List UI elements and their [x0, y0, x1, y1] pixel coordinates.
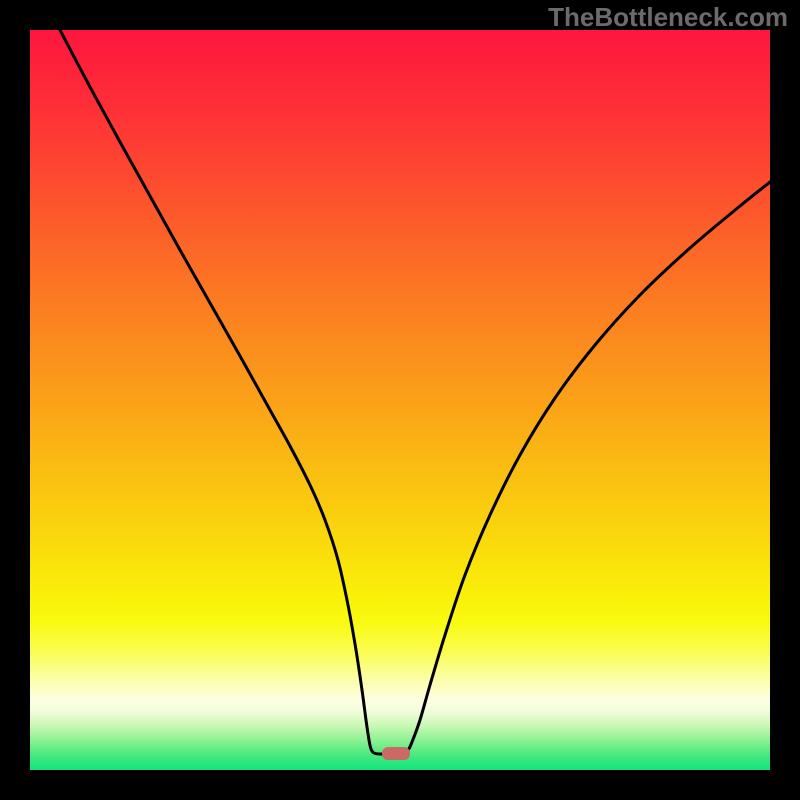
minimum-marker: [382, 747, 410, 760]
plot-area: [30, 30, 770, 770]
watermark-text: TheBottleneck.com: [548, 2, 788, 33]
bottleneck-curve: [30, 30, 770, 770]
curve-path: [60, 30, 770, 754]
